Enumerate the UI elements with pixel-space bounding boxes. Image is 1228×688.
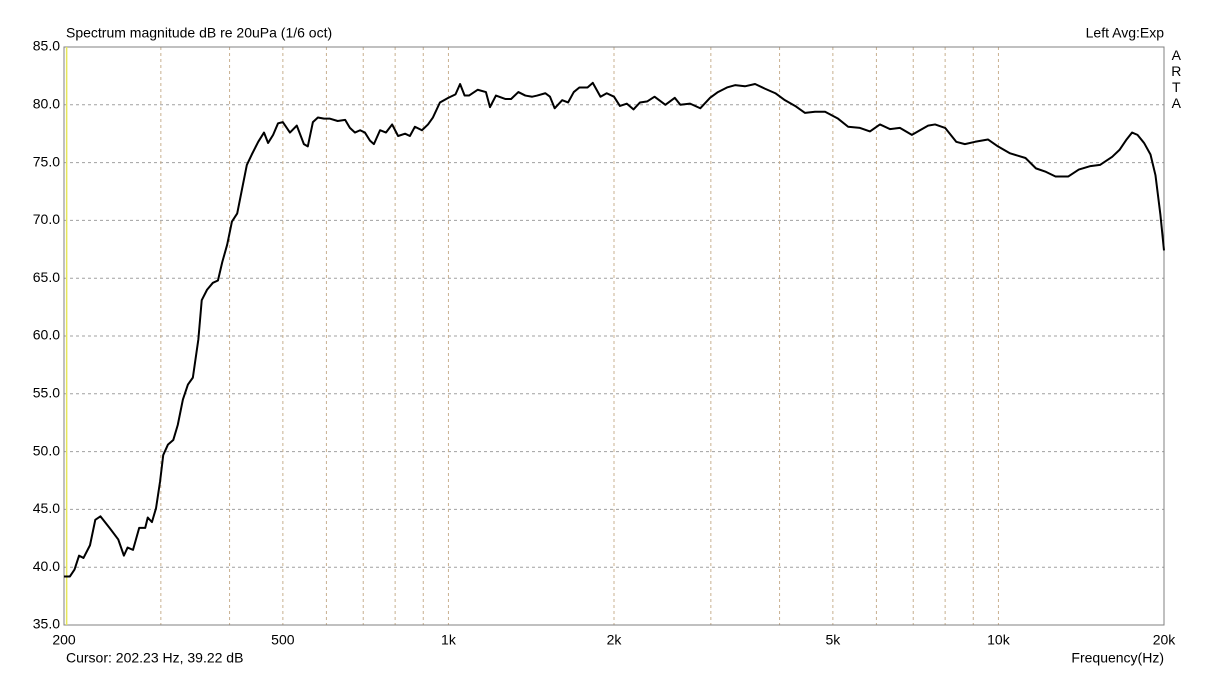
plot-frame	[63, 46, 1165, 626]
y-tick-label: 70.0	[33, 211, 60, 227]
y-tick-label: 65.0	[33, 269, 60, 285]
x-tick-label: 500	[271, 632, 295, 648]
chart-title: Spectrum magnitude dB re 20uPa (1/6 oct)	[66, 25, 332, 41]
y-tick-label: 45.0	[33, 500, 60, 516]
x-tick-label: 5k	[825, 632, 841, 648]
y-tick-label: 85.0	[33, 38, 60, 54]
x-tick-label: 200	[52, 632, 76, 648]
brand: ARTA	[1168, 47, 1184, 111]
y-tick-label: 35.0	[33, 616, 60, 632]
x-tick-label: 1k	[441, 632, 457, 648]
y-tick-label: 80.0	[33, 96, 60, 112]
x-tick-label: 20k	[1153, 632, 1177, 648]
y-tick-label: 60.0	[33, 327, 60, 343]
y-tick-label: 50.0	[33, 442, 60, 458]
x-tick-label: 10k	[987, 632, 1011, 648]
spectrum-line	[64, 81, 1165, 578]
y-tick-label: 75.0	[33, 153, 60, 169]
x-axis-title: Frequency(Hz)	[1071, 650, 1164, 666]
channel-info: Left Avg:Exp	[1086, 25, 1165, 41]
x-tick-label: 2k	[607, 632, 623, 648]
cursor-readout: Cursor: 202.23 Hz, 39.22 dB	[66, 650, 243, 666]
y-tick-label: 40.0	[33, 558, 60, 574]
y-tick-label: 55.0	[33, 385, 60, 401]
